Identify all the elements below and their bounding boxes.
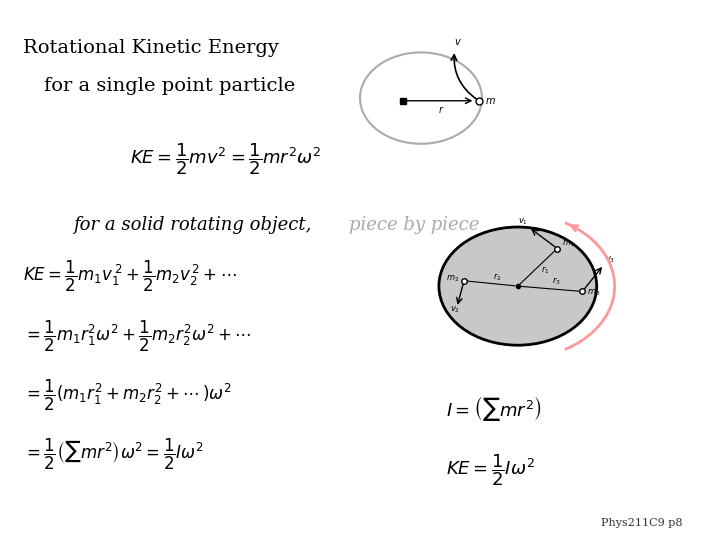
Text: $m_3$: $m_3$ bbox=[588, 287, 600, 298]
Text: for a solid rotating object,: for a solid rotating object, bbox=[73, 217, 312, 234]
Text: Rotational Kinetic Energy: Rotational Kinetic Energy bbox=[23, 39, 279, 57]
Text: $I = \left(\sum mr^2\right)$: $I = \left(\sum mr^2\right)$ bbox=[446, 394, 542, 423]
Text: $= \dfrac{1}{2}\left(\sum mr^2\right)\omega^2 = \dfrac{1}{2}I\omega^2$: $= \dfrac{1}{2}\left(\sum mr^2\right)\om… bbox=[23, 436, 204, 472]
Text: for a single point particle: for a single point particle bbox=[45, 77, 296, 94]
Text: $v_1$: $v_1$ bbox=[518, 216, 528, 227]
Text: $r_3$: $r_3$ bbox=[552, 275, 561, 287]
Text: $v$: $v$ bbox=[454, 37, 462, 47]
Text: $m_2$: $m_2$ bbox=[446, 274, 459, 284]
Text: $v_2$: $v_2$ bbox=[450, 305, 460, 315]
Text: $r_1$: $r_1$ bbox=[541, 265, 549, 276]
Text: $m_1$: $m_1$ bbox=[562, 239, 575, 249]
Text: Phys211C9 p8: Phys211C9 p8 bbox=[601, 518, 683, 528]
Circle shape bbox=[439, 227, 597, 345]
Text: $= \dfrac{1}{2}m_1r_1^2\omega^2 + \dfrac{1}{2}m_2r_2^2\omega^2 + \cdots$: $= \dfrac{1}{2}m_1r_1^2\omega^2 + \dfrac… bbox=[23, 319, 251, 354]
Text: $KE = \dfrac{1}{2}I\omega^2$: $KE = \dfrac{1}{2}I\omega^2$ bbox=[446, 453, 535, 488]
Text: $m$: $m$ bbox=[485, 96, 495, 106]
Text: $KE = \dfrac{1}{2}m_1v_1^{\,2} + \dfrac{1}{2}m_2v_2^{\,2} + \cdots$: $KE = \dfrac{1}{2}m_1v_1^{\,2} + \dfrac{… bbox=[23, 259, 237, 294]
Text: $r$: $r$ bbox=[438, 104, 444, 114]
Text: piece by piece: piece by piece bbox=[349, 217, 480, 234]
Text: $r_2$: $r_2$ bbox=[493, 271, 502, 282]
Text: $v_3$: $v_3$ bbox=[606, 255, 616, 266]
Text: $KE = \dfrac{1}{2}mv^2 = \dfrac{1}{2}mr^2\omega^2$: $KE = \dfrac{1}{2}mv^2 = \dfrac{1}{2}mr^… bbox=[130, 141, 322, 177]
Text: $= \dfrac{1}{2}(m_1r_1^2 + m_2r_2^2 + \cdots\,)\omega^2$: $= \dfrac{1}{2}(m_1r_1^2 + m_2r_2^2 + \c… bbox=[23, 377, 232, 413]
